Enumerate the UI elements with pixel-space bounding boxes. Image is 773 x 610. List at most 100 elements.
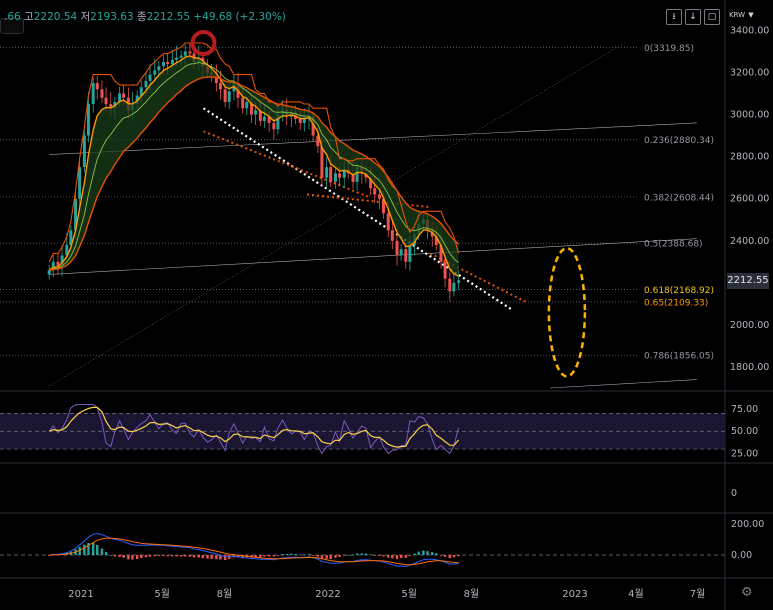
fullscreen-icon[interactable]: ▢: [704, 9, 720, 25]
download-icon[interactable]: ⭳: [666, 9, 682, 25]
legend-menu-button[interactable]: [0, 18, 24, 34]
macd-signal-line: [49, 537, 459, 566]
macd-histogram-bar: [210, 555, 213, 559]
candle-body: [395, 240, 399, 256]
macd-histogram-bar: [192, 555, 196, 558]
macd-histogram-bar: [197, 555, 200, 558]
candle-body: [218, 83, 222, 90]
candle-body: [227, 91, 231, 102]
candle-body: [214, 74, 218, 83]
macd-histogram-bar: [431, 552, 434, 555]
candle-body: [241, 97, 245, 109]
macd-histogram-bar: [272, 555, 276, 557]
trend-line: [49, 238, 697, 275]
macd-tick-label: 0.00: [731, 550, 752, 561]
candle-body: [276, 114, 280, 130]
macd-histogram-bar: [290, 553, 293, 555]
macd-histogram-bar: [144, 555, 148, 558]
fib-level-label: 0.65(2109.33): [644, 298, 708, 308]
candle-body: [316, 135, 320, 147]
trend-line: [549, 379, 697, 389]
macd-line: [49, 533, 459, 568]
candle-body: [298, 118, 302, 123]
candle-body: [51, 261, 55, 271]
macd-histogram-bar: [325, 555, 328, 559]
candle-body: [254, 110, 258, 115]
candle-body: [267, 116, 271, 123]
candle-body: [74, 198, 78, 231]
macd-histogram-bar: [236, 555, 240, 558]
rsi-tick-label: 75.00: [731, 404, 758, 415]
time-tick-label: 5월: [401, 588, 417, 600]
macd-histogram-bar: [206, 555, 209, 559]
macd-histogram-bar: [408, 555, 412, 556]
macd-histogram-bar: [179, 555, 183, 557]
macd-histogram-bar: [426, 551, 429, 555]
macd-histogram-bar: [391, 555, 394, 559]
macd-histogram-bar: [131, 555, 134, 560]
donchian-upper: [48, 42, 460, 263]
macd-histogram-bar: [175, 555, 178, 557]
macd-histogram-bar: [223, 555, 227, 561]
close-value: 2212.55: [146, 11, 191, 23]
candle-body: [452, 282, 456, 292]
gear-icon[interactable]: ⚙: [741, 585, 753, 600]
oscillator-tick-label: 0: [731, 488, 737, 499]
fib-level-label: 0.382(2608.44): [644, 193, 714, 203]
candle-body: [47, 270, 51, 275]
price-tick-label: 2800.00: [730, 152, 769, 163]
candle-body: [369, 177, 373, 189]
currency-label: KRW: [729, 11, 746, 19]
macd-histogram-bar: [435, 553, 438, 555]
candle-body: [329, 167, 333, 182]
high-label: 고: [24, 11, 34, 23]
macd-histogram-bar: [303, 554, 306, 556]
price-tick-label: 3000.00: [730, 110, 769, 121]
candle-body: [250, 101, 254, 115]
white-dotted-trendline: [202, 107, 514, 312]
candle-body: [170, 59, 174, 65]
candle-body: [245, 101, 249, 109]
macd-histogram-bar: [96, 545, 99, 555]
macd-histogram-bar: [387, 555, 390, 558]
orange-dotted-trendline: [306, 193, 431, 209]
macd-histogram-bar: [276, 555, 280, 556]
macd-histogram-bar: [113, 555, 117, 557]
macd-histogram-bar: [122, 555, 125, 558]
candle-body: [448, 278, 452, 292]
price-tick-label: 3400.00: [730, 25, 769, 36]
price-tick-label: 2600.00: [730, 194, 769, 205]
candle-body: [434, 236, 438, 245]
macd-histogram-bar: [162, 555, 165, 556]
macd-histogram-bar: [153, 555, 156, 557]
macd-histogram-bar: [109, 554, 112, 556]
trend-line: [49, 122, 697, 155]
arrow-down-icon[interactable]: ↓: [685, 9, 701, 25]
macd-histogram-bar: [378, 555, 381, 556]
candle-body: [148, 74, 152, 81]
ohlc-legend: .66 고2220.54 저2193.63 종2212.55 +49.68 (+…: [4, 9, 286, 24]
macd-histogram-bar: [285, 553, 288, 555]
macd-histogram-bar: [83, 544, 86, 555]
macd-histogram-bar: [118, 555, 121, 557]
time-tick-label: 8월: [217, 588, 233, 600]
macd-histogram-bar: [104, 552, 108, 555]
target-ellipse: [547, 247, 587, 378]
macd-histogram-bar: [215, 555, 218, 560]
time-tick-label: 7월: [690, 588, 706, 600]
candle-body: [104, 97, 108, 105]
macd-histogram-bar: [171, 555, 174, 557]
low-label: 저: [80, 11, 91, 23]
candle-body: [91, 83, 95, 105]
candle-body: [60, 255, 64, 266]
macd-histogram-bar: [78, 546, 81, 555]
macd-histogram-bar: [184, 555, 187, 557]
macd-histogram-bar: [254, 555, 257, 557]
macd-histogram-bar: [299, 554, 302, 556]
candle-body: [100, 89, 104, 98]
macd-histogram-bar: [127, 555, 130, 560]
currency-selector[interactable]: KRW ▼: [729, 9, 754, 20]
time-tick-label: 2023: [562, 589, 587, 600]
candle-body: [325, 167, 329, 178]
